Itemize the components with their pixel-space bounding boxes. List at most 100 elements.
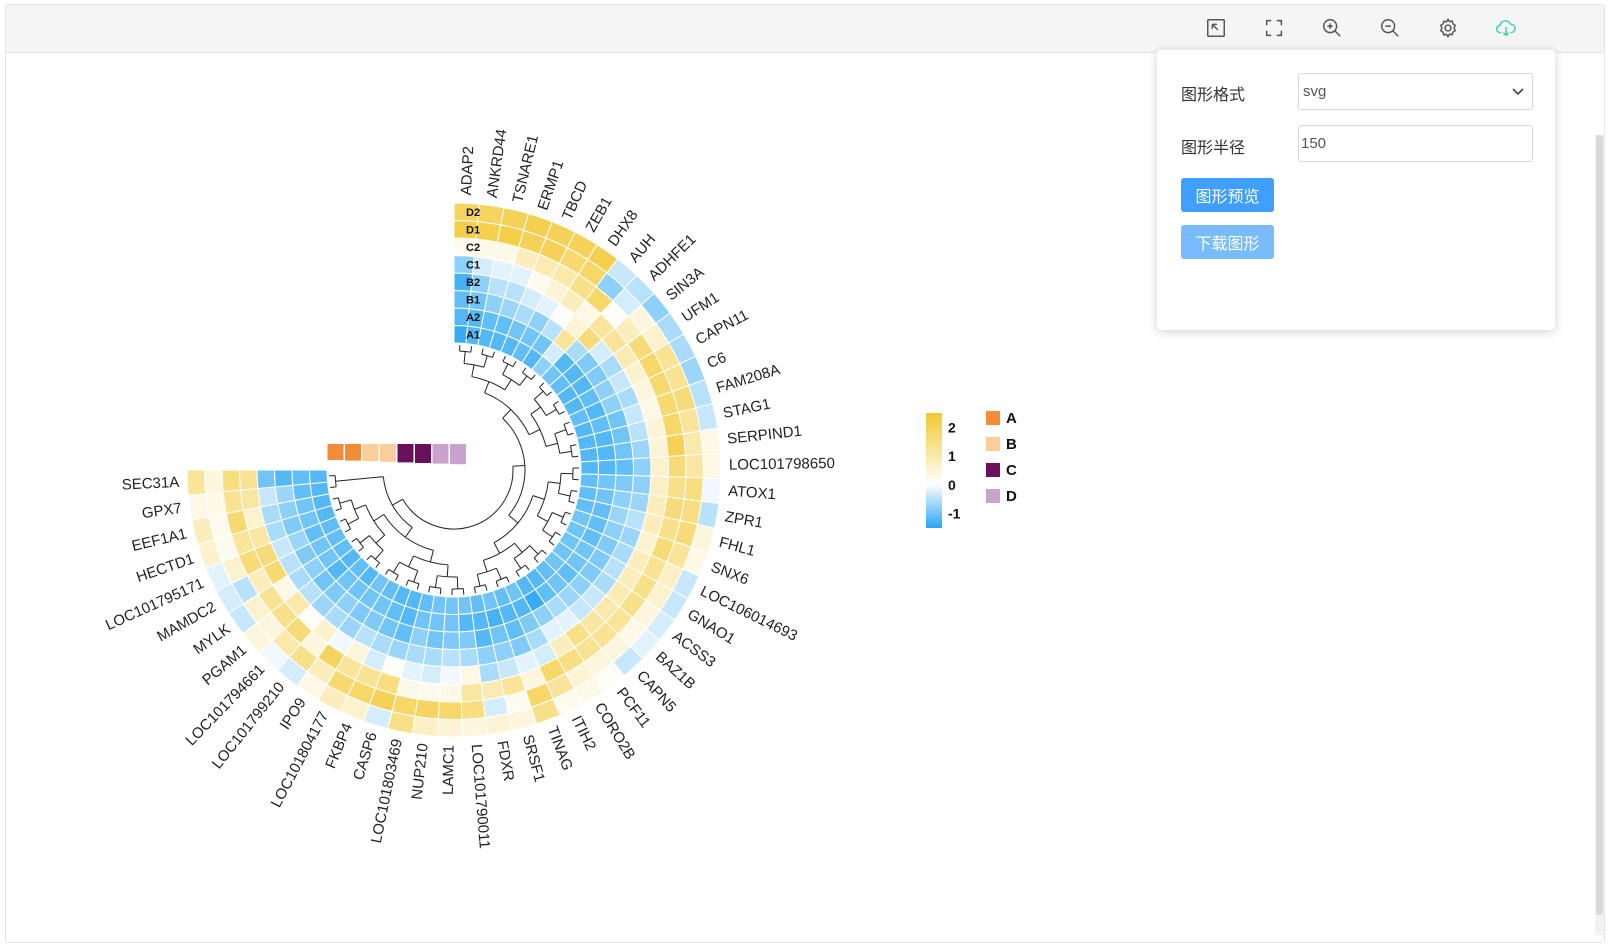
dendrogram-branch	[529, 545, 539, 555]
dendrogram-branch	[525, 564, 530, 571]
gear-icon[interactable]	[1435, 15, 1461, 41]
gene-label: ZEB1	[582, 194, 615, 235]
group-bar-cell	[380, 444, 396, 462]
dendrogram-branch	[568, 500, 575, 504]
dendrogram-branch	[413, 570, 419, 583]
dendrogram-branch	[407, 555, 415, 568]
heatmap-cell	[597, 459, 617, 476]
heatmap-cell	[648, 475, 669, 498]
dendrogram-branch	[554, 433, 561, 454]
format-select[interactable]: svg	[1298, 73, 1533, 110]
gene-label: TSNARE1	[509, 133, 542, 204]
circular-heatmap: ADAP2 ANKRD44 TSNARE1ERMP1TBCDZEB1DHX8AUHA…	[103, 128, 1017, 849]
heatmap-cell	[632, 457, 652, 477]
dendrogram-branch	[332, 497, 339, 500]
dendrogram-branch	[522, 367, 527, 373]
fullscreen-icon[interactable]	[1261, 15, 1287, 41]
heatmap-cell	[682, 430, 704, 456]
zoom-in-icon[interactable]	[1319, 15, 1345, 41]
legend-label: D	[1006, 488, 1017, 505]
dendrogram-branch	[482, 560, 488, 572]
legend-swatch	[986, 489, 1000, 503]
dendrogram-branch	[545, 408, 557, 416]
heatmap-cell	[309, 481, 330, 498]
dendrogram-branch	[335, 508, 342, 511]
heatmap-cell	[614, 474, 634, 494]
dendrogram-branch	[553, 400, 559, 406]
legend-label: C	[1006, 462, 1017, 479]
gene-label: IPO9	[277, 695, 310, 733]
gene-label: ADAP2	[458, 146, 477, 196]
heatmap-cell	[667, 454, 687, 478]
dendrogram-branch	[565, 511, 572, 515]
gene-label: ZPR1	[724, 508, 765, 531]
gene-label: ATOX1	[728, 483, 777, 504]
gene-label: ERMP1	[535, 158, 568, 212]
legend-label: A	[1006, 410, 1017, 427]
radius-input[interactable]: 150	[1298, 125, 1533, 162]
dendrogram-branch	[533, 390, 544, 400]
dendrogram-branch	[558, 492, 571, 497]
dendrogram-branch	[537, 515, 549, 522]
heatmap-cell	[238, 469, 259, 491]
dendrogram-branch	[560, 511, 566, 523]
gene-label: SERPIND1	[726, 423, 802, 448]
heatmap-cell	[459, 647, 480, 668]
heatmap-cell	[596, 444, 617, 462]
dendrogram-branch	[502, 409, 512, 419]
heatmap-cell	[203, 469, 224, 495]
dendrogram-branch	[471, 364, 475, 377]
group-bar-cell	[362, 444, 379, 462]
heatmap-cell	[460, 699, 486, 720]
gene-label: SNX6	[708, 559, 751, 589]
dendrogram-branch	[552, 512, 564, 518]
legend-swatch	[986, 411, 1000, 425]
dendrogram-branch	[473, 587, 476, 594]
preview-button[interactable]: 图形预览	[1181, 178, 1274, 212]
heatmap-cell	[473, 627, 494, 649]
legend-label: B	[1006, 436, 1017, 453]
dendrogram-branch	[555, 531, 561, 536]
dendrogram-branch	[439, 588, 442, 595]
colorscale-tick: 1	[948, 448, 956, 464]
dendrogram-branch	[446, 564, 449, 577]
zoom-out-icon[interactable]	[1377, 15, 1403, 41]
dendrogram-branch	[567, 432, 574, 436]
dendrogram-branch	[533, 557, 539, 563]
dendrogram-branch	[495, 576, 507, 582]
dendrogram-branch	[545, 442, 558, 447]
dendrogram-branch	[559, 450, 572, 454]
heatmap-cell	[461, 716, 489, 738]
track-label: B1	[466, 294, 480, 306]
download-button[interactable]: 下载图形	[1181, 225, 1274, 259]
dendrogram-branch	[530, 374, 536, 380]
gene-label: FHL1	[717, 534, 757, 560]
format-label: 图形格式	[1181, 85, 1246, 104]
radius-label: 图形半径	[1181, 138, 1246, 157]
dendrogram-branch	[532, 495, 545, 500]
exit-fullscreen-icon[interactable]	[1203, 15, 1229, 41]
dendrogram-branch	[502, 355, 506, 362]
scrollbar-thumb[interactable]	[1596, 135, 1603, 915]
heatmap-cell	[665, 433, 687, 458]
heatmap-cell	[696, 500, 720, 529]
gene-label: LOC101790011	[468, 743, 493, 849]
dendrogram-branch	[416, 583, 420, 590]
track-label: D2	[466, 207, 480, 219]
dendrogram-branch	[335, 476, 384, 482]
dendrogram-branch	[539, 386, 548, 396]
heatmap-cell	[578, 446, 599, 463]
dendrogram-branch	[347, 518, 359, 525]
heatmap-cell	[414, 698, 440, 720]
cloud-download-icon[interactable]	[1493, 15, 1519, 41]
dendrogram-branch	[358, 546, 364, 552]
dendrogram-branch	[374, 549, 384, 560]
dendrogram-branch	[384, 569, 390, 575]
heatmap-cell	[444, 596, 460, 615]
gene-label: NUP210	[409, 742, 432, 800]
dendrogram-branch	[513, 558, 522, 569]
gene-label: FKBP4	[322, 721, 356, 771]
dendrogram-branch	[476, 574, 481, 587]
gene-label: ITIH2	[568, 713, 599, 753]
dendrogram-branch	[571, 489, 578, 492]
